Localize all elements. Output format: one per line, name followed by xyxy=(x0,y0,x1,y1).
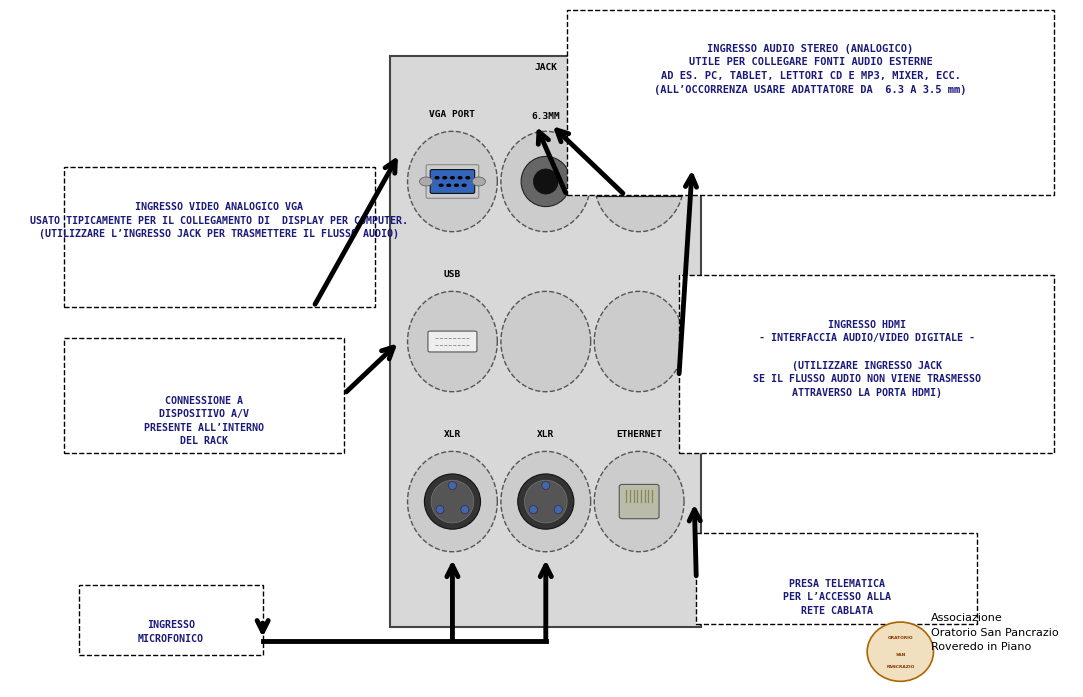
Circle shape xyxy=(454,183,459,187)
Ellipse shape xyxy=(448,482,456,489)
Text: VGA PORT: VGA PORT xyxy=(430,109,475,118)
Ellipse shape xyxy=(524,480,567,523)
Ellipse shape xyxy=(595,131,684,231)
Bar xyxy=(657,183,660,194)
FancyBboxPatch shape xyxy=(566,10,1055,195)
FancyBboxPatch shape xyxy=(679,275,1055,453)
Text: INGRESSO VIDEO ANALOGICO VGA
USATO TIPICAMENTE PER IL COLLEGAMENTO DI  DISPLAY P: INGRESSO VIDEO ANALOGICO VGA USATO TIPIC… xyxy=(30,202,408,239)
Text: PANCRAZIO: PANCRAZIO xyxy=(886,665,914,669)
Text: ORATORIO: ORATORIO xyxy=(888,636,913,640)
Bar xyxy=(630,183,632,194)
FancyBboxPatch shape xyxy=(79,585,263,655)
Text: PRESA TELEMATICA
PER L’ACCESSO ALLA
RETE CABLATA: PRESA TELEMATICA PER L’ACCESSO ALLA RETE… xyxy=(783,579,890,615)
FancyBboxPatch shape xyxy=(430,169,474,194)
Bar xyxy=(639,183,641,194)
Text: JACK: JACK xyxy=(534,63,558,72)
FancyBboxPatch shape xyxy=(390,56,702,627)
Circle shape xyxy=(472,177,485,186)
Bar xyxy=(612,183,614,194)
Circle shape xyxy=(442,176,447,179)
Ellipse shape xyxy=(530,505,537,514)
Text: SAN: SAN xyxy=(896,653,905,657)
Ellipse shape xyxy=(407,131,497,231)
Text: INGRESSO
MICROFONICO: INGRESSO MICROFONICO xyxy=(138,620,204,644)
Ellipse shape xyxy=(595,291,684,392)
Bar xyxy=(621,183,624,194)
FancyBboxPatch shape xyxy=(696,533,977,624)
Bar xyxy=(603,183,605,194)
Ellipse shape xyxy=(431,480,473,523)
Text: CONNESSIONE A
DISPOSITIVO A/V
PRESENTE ALL’INTERNO
DEL RACK: CONNESSIONE A DISPOSITIVO A/V PRESENTE A… xyxy=(144,396,264,446)
FancyBboxPatch shape xyxy=(619,484,660,519)
Circle shape xyxy=(419,177,433,186)
Circle shape xyxy=(449,176,455,179)
Text: XLR: XLR xyxy=(537,430,554,439)
Ellipse shape xyxy=(501,291,590,392)
Text: INGRESSO HDMI
- INTERFACCIA AUDIO/VIDEO DIGITALE -

(UTILIZZARE INGRESSO JACK
SE: INGRESSO HDMI - INTERFACCIA AUDIO/VIDEO … xyxy=(753,320,981,398)
Text: 6.3MM: 6.3MM xyxy=(532,112,560,121)
Text: ETHERNET: ETHERNET xyxy=(616,430,662,439)
Text: Associazione
Oratorio San Pancrazio
Roveredo in Piano: Associazione Oratorio San Pancrazio Rove… xyxy=(931,613,1058,652)
Text: USB: USB xyxy=(444,270,461,279)
FancyBboxPatch shape xyxy=(428,331,477,352)
Circle shape xyxy=(466,176,470,179)
Text: HDMI: HDMI xyxy=(628,109,651,118)
Circle shape xyxy=(439,183,444,187)
Bar xyxy=(666,183,668,194)
Ellipse shape xyxy=(501,452,590,552)
Ellipse shape xyxy=(534,169,558,194)
Ellipse shape xyxy=(425,474,481,529)
Ellipse shape xyxy=(518,474,574,529)
Polygon shape xyxy=(597,167,682,197)
Ellipse shape xyxy=(521,156,571,206)
Text: INGRESSO AUDIO STEREO (ANALOGICO)
UTILE PER COLLEGARE FONTI AUDIO ESTERNE
AD ES.: INGRESSO AUDIO STEREO (ANALOGICO) UTILE … xyxy=(654,44,967,95)
Ellipse shape xyxy=(407,452,497,552)
Circle shape xyxy=(461,183,467,187)
FancyBboxPatch shape xyxy=(64,167,375,307)
Ellipse shape xyxy=(501,131,590,231)
Ellipse shape xyxy=(407,291,497,392)
Circle shape xyxy=(446,183,452,187)
Circle shape xyxy=(457,176,462,179)
Ellipse shape xyxy=(461,505,469,514)
Text: XLR: XLR xyxy=(444,430,461,439)
Bar xyxy=(649,183,651,194)
Ellipse shape xyxy=(554,505,562,514)
Ellipse shape xyxy=(436,505,444,514)
FancyBboxPatch shape xyxy=(64,338,344,453)
Ellipse shape xyxy=(867,622,934,682)
Bar xyxy=(676,183,678,194)
Ellipse shape xyxy=(595,452,684,552)
Circle shape xyxy=(434,176,440,179)
Ellipse shape xyxy=(542,482,550,489)
